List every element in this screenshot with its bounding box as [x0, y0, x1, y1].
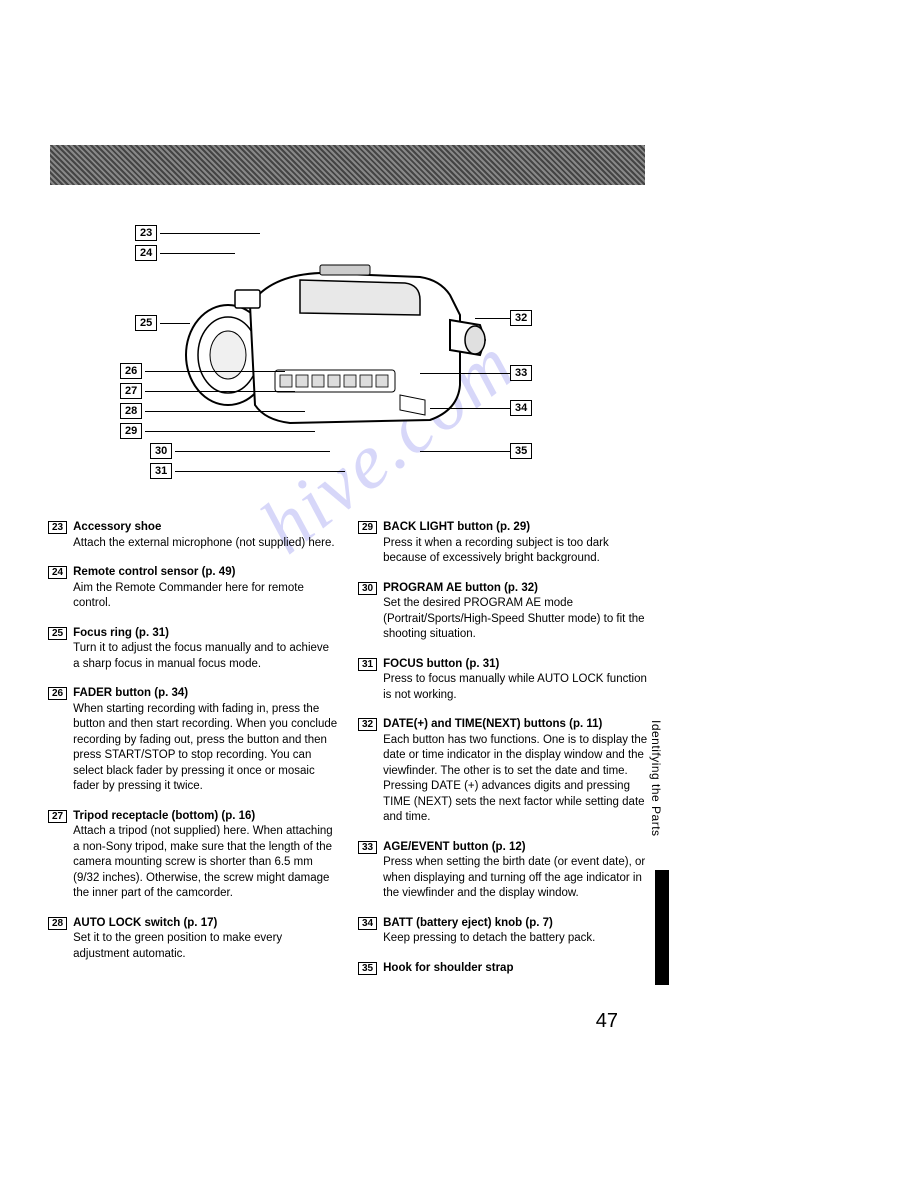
page-number: 47 [596, 1010, 618, 1033]
part-title: Hook for shoulder strap [383, 962, 513, 974]
part-title: BACK LIGHT button (p. 29) [383, 521, 530, 533]
part-number: 25 [48, 627, 67, 640]
right-column: 29 BACK LIGHT button (p. 29) Press it when… [358, 520, 648, 990]
part-item-27: 27 Tripod receptacle (bottom) (p. 16) Atta… [48, 809, 338, 902]
part-body: AUTO LOCK switch (p. 17) Set it to the gr… [73, 916, 338, 963]
part-description: Turn it to adjust the focus manually and… [73, 642, 329, 670]
part-body: Accessory shoe Attach the external microp… [73, 520, 338, 551]
part-item-23: 23 Accessory shoe Attach the external micr… [48, 520, 338, 551]
part-title: Tripod receptacle (bottom) (p. 16) [73, 810, 255, 822]
part-body: DATE(+) and TIME(NEXT) buttons (p. 11) Ea… [383, 717, 648, 826]
part-body: FADER button (p. 34) When starting record… [73, 686, 338, 795]
callout-28: 28 [120, 403, 142, 419]
part-description: Attach the external microphone (not supp… [73, 537, 334, 549]
part-number: 35 [358, 962, 377, 975]
part-body: AGE/EVENT button (p. 12) Press when setti… [383, 840, 648, 902]
part-title: PROGRAM AE button (p. 32) [383, 582, 538, 594]
part-number: 32 [358, 718, 377, 731]
part-title: Focus ring (p. 31) [73, 627, 169, 639]
part-description: Press to focus manually while AUTO LOCK … [383, 673, 647, 701]
part-title: DATE(+) and TIME(NEXT) buttons (p. 11) [383, 718, 602, 730]
callout-30: 30 [150, 443, 172, 459]
part-item-33: 33 AGE/EVENT button (p. 12) Press when set… [358, 840, 648, 902]
part-title: AGE/EVENT button (p. 12) [383, 841, 525, 853]
part-title: FADER button (p. 34) [73, 687, 188, 699]
callout-31: 31 [150, 463, 172, 479]
part-item-32: 32 DATE(+) and TIME(NEXT) buttons (p. 11)… [358, 717, 648, 826]
part-description: Set it to the green position to make eve… [73, 932, 282, 960]
callout-23: 23 [135, 225, 157, 241]
part-body: Remote control sensor (p. 49) Aim the Rem… [73, 565, 338, 612]
camcorder-illustration [180, 245, 490, 445]
part-description: Each button has two functions. One is to… [383, 734, 647, 824]
callout-25: 25 [135, 315, 157, 331]
part-item-28: 28 AUTO LOCK switch (p. 17) Set it to the … [48, 916, 338, 963]
callout-33: 33 [510, 365, 532, 381]
part-body: Focus ring (p. 31) Turn it to adjust the … [73, 626, 338, 673]
part-body: BACK LIGHT button (p. 29) Press it when a… [383, 520, 648, 567]
part-title: FOCUS button (p. 31) [383, 658, 499, 670]
part-item-34: 34 BATT (battery eject) knob (p. 7) Keep p… [358, 916, 648, 947]
part-description: When starting recording with fading in, … [73, 703, 337, 793]
part-number: 27 [48, 810, 67, 823]
tab-marker [655, 870, 669, 985]
part-number: 31 [358, 658, 377, 671]
part-item-29: 29 BACK LIGHT button (p. 29) Press it when… [358, 520, 648, 567]
part-item-24: 24 Remote control sensor (p. 49) Aim the R… [48, 565, 338, 612]
part-description: Press it when a recording subject is too… [383, 537, 609, 565]
left-column: 23 Accessory shoe Attach the external micr… [48, 520, 338, 990]
part-body: Hook for shoulder strap [383, 961, 648, 977]
part-body: FOCUS button (p. 31) Press to focus manua… [383, 657, 648, 704]
callout-24: 24 [135, 245, 157, 261]
description-columns: 23 Accessory shoe Attach the external micr… [48, 520, 648, 990]
part-title: AUTO LOCK switch (p. 17) [73, 917, 217, 929]
part-number: 23 [48, 521, 67, 534]
part-item-35: 35 Hook for shoulder strap [358, 961, 648, 977]
part-item-26: 26 FADER button (p. 34) When starting reco… [48, 686, 338, 795]
callout-27: 27 [120, 383, 142, 399]
part-description: Keep pressing to detach the battery pack… [383, 932, 595, 944]
part-body: BATT (battery eject) knob (p. 7) Keep pre… [383, 916, 648, 947]
part-description: Press when setting the birth date (or ev… [383, 856, 645, 899]
part-description: Aim the Remote Commander here for remote… [73, 582, 304, 610]
callout-32: 32 [510, 310, 532, 326]
part-description: Attach a tripod (not supplied) here. Whe… [73, 825, 333, 899]
part-number: 30 [358, 582, 377, 595]
part-item-25: 25 Focus ring (p. 31) Turn it to adjust th… [48, 626, 338, 673]
part-body: PROGRAM AE button (p. 32) Set the desired… [383, 581, 648, 643]
part-item-30: 30 PROGRAM AE button (p. 32) Set the desir… [358, 581, 648, 643]
section-tab: Identifying the Parts [649, 720, 663, 837]
callout-29: 29 [120, 423, 142, 439]
part-number: 34 [358, 917, 377, 930]
part-item-31: 31 FOCUS button (p. 31) Press to focus man… [358, 657, 648, 704]
part-title: Remote control sensor (p. 49) [73, 566, 235, 578]
part-number: 24 [48, 566, 67, 579]
part-title: BATT (battery eject) knob (p. 7) [383, 917, 553, 929]
part-title: Accessory shoe [73, 521, 161, 533]
part-description: Set the desired PROGRAM AE mode (Portrai… [383, 597, 644, 640]
part-number: 33 [358, 841, 377, 854]
part-body: Tripod receptacle (bottom) (p. 16) Attach… [73, 809, 338, 902]
callout-26: 26 [120, 363, 142, 379]
parts-diagram: 23 24 25 26 27 28 29 30 31 32 33 34 35 [120, 225, 540, 495]
part-number: 29 [358, 521, 377, 534]
header-bar [50, 145, 645, 185]
callout-35: 35 [510, 443, 532, 459]
callout-34: 34 [510, 400, 532, 416]
part-number: 28 [48, 917, 67, 930]
part-number: 26 [48, 687, 67, 700]
